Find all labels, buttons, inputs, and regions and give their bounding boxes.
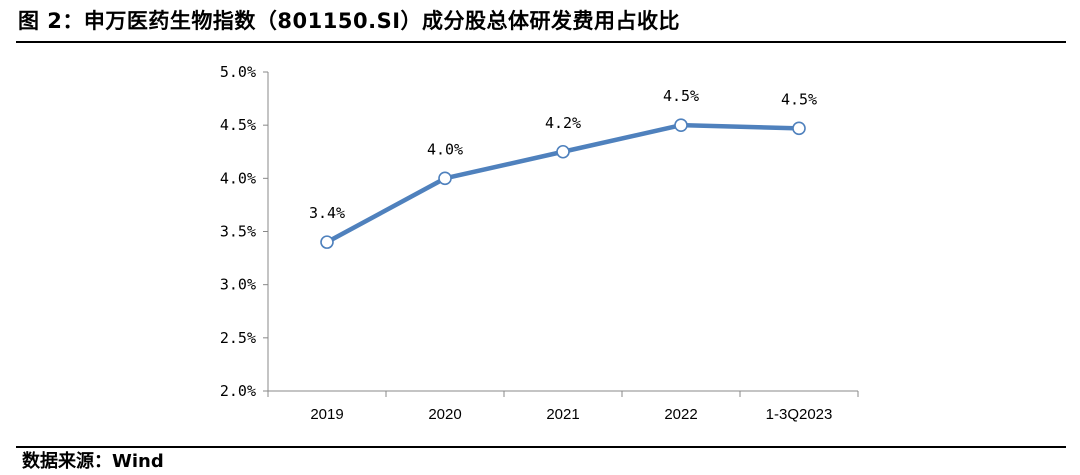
- data-point: [438, 171, 452, 186]
- x-tick-label: 1-3Q2023: [766, 406, 833, 423]
- y-tick-label: 5.0%: [220, 63, 256, 81]
- data-point: [556, 144, 570, 159]
- data-label: 4.5%: [663, 87, 699, 105]
- y-tick-label: 3.5%: [220, 223, 256, 241]
- y-tick-label: 3.0%: [220, 276, 256, 294]
- x-tick-label: 2022: [664, 406, 697, 423]
- source-rule: [16, 446, 1066, 448]
- data-point: [320, 235, 334, 249]
- data-point: [792, 121, 806, 136]
- x-tick-label: 2021: [546, 406, 579, 423]
- chart-axes: 2.0% 2.5% 3.0% 3.5% 4.0% 4.5% 5.0% 2019 2020 2021…: [220, 63, 859, 423]
- x-tick-label: 2020: [428, 406, 461, 423]
- data-label: 4.5%: [781, 90, 817, 108]
- data-point: [674, 118, 688, 132]
- data-label: 4.0%: [427, 140, 463, 158]
- y-tick-label: 4.0%: [220, 169, 256, 187]
- data-label: 3.4%: [309, 204, 345, 222]
- data-labels: 3.4% 4.0% 4.2% 4.5% 4.5%: [309, 87, 817, 222]
- data-label: 4.2%: [545, 114, 581, 132]
- title-rule: [16, 41, 1066, 43]
- x-tick-label: 2019: [310, 406, 343, 423]
- y-tick-label: 2.0%: [220, 382, 256, 400]
- figure-title: 图 2：申万医药生物指数（801150.SI）成分股总体研发费用占收比: [18, 9, 681, 33]
- series-line: [324, 122, 802, 245]
- y-tick-label: 4.5%: [220, 116, 256, 134]
- source-note: 数据来源：Wind: [22, 451, 164, 472]
- chart-series: [320, 118, 806, 249]
- y-tick-label: 2.5%: [220, 329, 256, 347]
